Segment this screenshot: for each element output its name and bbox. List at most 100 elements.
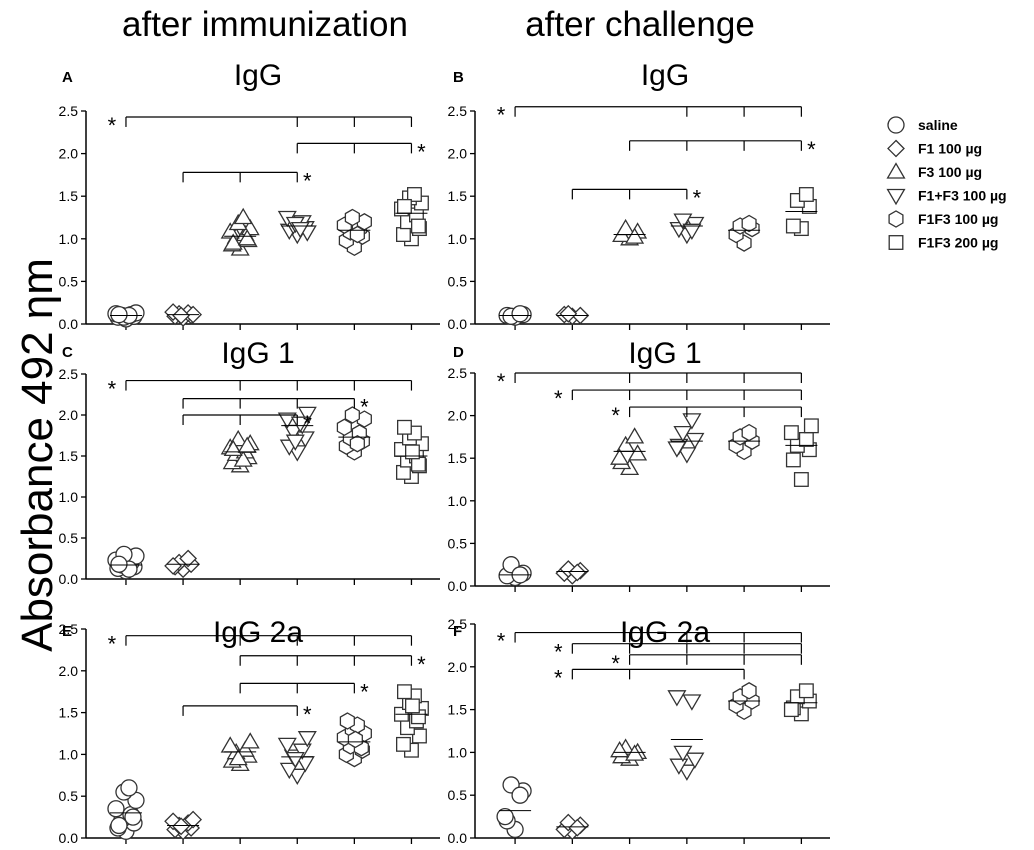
series-hexagon [728,682,761,721]
significance-bracket: * [554,665,745,690]
series-triangle-up [612,218,648,246]
data-point [673,745,693,763]
series-diamond [555,560,590,585]
legend-entry: F1F3 100 µg [888,210,998,228]
data-point [496,807,514,826]
y-tick-label: 1.0 [59,746,79,762]
legend-marker [886,162,906,179]
data-point [741,214,757,233]
significance-star: * [554,665,563,690]
data-point [682,694,702,711]
y-tick-label: 1.5 [59,448,79,464]
significance-star: * [497,103,506,128]
data-point [793,472,809,487]
series-triangle-down [277,731,317,785]
legend-label: F1 100 µg [918,141,982,157]
data-point [347,730,363,749]
data-point [677,764,697,781]
significance-bracket: * [554,640,802,665]
y-tick-label: 0.0 [59,830,79,846]
data-point [407,187,422,202]
significance-bracket: * [497,369,802,394]
significance-bracket: * [554,386,802,411]
series-diamond [164,303,203,327]
data-point [110,305,128,324]
panel-letter: F [453,623,462,640]
significance-bracket: * [182,702,312,727]
data-point [279,762,299,780]
series-triangle-up [220,732,260,772]
series-diamond [555,304,590,326]
data-point [233,207,253,225]
series-hexagon [728,423,761,461]
y-tick-label: 1.5 [59,705,79,721]
data-point [396,227,411,242]
legend-marker [888,210,904,228]
significance-star: * [807,137,816,162]
significance-star: * [108,113,117,138]
data-point [287,768,307,785]
series-square [394,419,429,484]
significance-star: * [108,377,117,402]
legend-entry: F1+F3 100 µg [886,188,1007,206]
y-tick-label: 0.5 [59,273,79,289]
y-tick-label: 0.5 [59,530,79,546]
data-point [124,808,142,826]
series-circle [107,545,145,580]
significance-star: * [303,168,312,193]
data-point [396,736,411,752]
data-point [277,737,297,755]
significance-star: * [497,369,506,394]
series-triangle-down [667,413,705,464]
series-square [783,418,819,487]
y-tick-label: 1.0 [448,493,468,509]
data-point [110,816,128,835]
series-hexagon [336,208,372,257]
data-point [107,800,125,818]
data-point [803,418,819,434]
significance-star: * [303,702,312,727]
y-tick-label: 0.0 [448,578,468,594]
data-point [667,441,687,458]
series-triangle-down [277,406,317,462]
data-point [235,740,255,757]
data-point [610,741,630,758]
data-point [682,413,702,430]
data-point [223,233,243,250]
significance-star: * [303,411,312,436]
significance-bracket: * [239,679,369,704]
series-circle [107,304,145,328]
legend-marker [887,139,905,158]
panel-f: F IgG 2a0.00.51.01.52.02.5* * ** [448,616,830,846]
data-point [628,444,648,461]
significance-bracket: * [571,185,702,210]
y-tick-label: 0.5 [448,273,468,289]
data-point [568,563,587,582]
y-tick-label: 1.5 [448,702,468,718]
data-point [616,218,636,236]
data-point [396,464,411,480]
data-point [336,418,352,437]
data-point [559,304,578,323]
series-circle [496,776,532,839]
data-point [240,732,260,749]
data-point [172,817,191,836]
significance-star: * [554,640,563,665]
data-point [741,682,757,700]
data-point [682,223,702,240]
data-point [669,758,689,775]
significance-star: * [417,139,426,164]
y-tick-label: 0.0 [448,830,468,846]
data-point [344,208,360,227]
data-point [292,743,312,760]
legend-marker [886,188,906,206]
panel-a: A IgG 0.0 0.5 1.0 1.5 2.0 2.5 * * * [59,59,440,332]
data-point [685,752,705,769]
data-point [297,731,317,748]
significance-bracket: * [108,113,413,138]
y-tick-label: 2.5 [59,621,79,637]
y-tick-label: 2.5 [448,616,468,632]
data-point [412,728,427,744]
y-tick-label: 2.0 [59,663,79,679]
series-hexagon [728,214,761,252]
